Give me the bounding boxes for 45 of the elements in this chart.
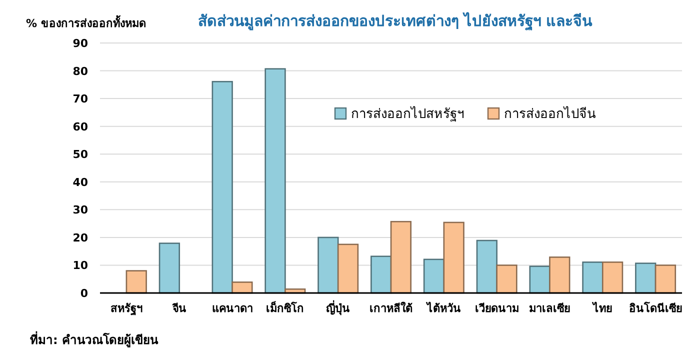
bar bbox=[126, 270, 147, 294]
x-tick-label: มาเลเซีย bbox=[529, 302, 570, 315]
bar bbox=[582, 262, 604, 294]
bar bbox=[232, 282, 253, 294]
y-tick-label: 40 bbox=[72, 176, 88, 189]
x-tick-label: เวียดนาม bbox=[474, 302, 519, 315]
bar bbox=[549, 256, 570, 294]
y-tick-label: 70 bbox=[72, 92, 88, 106]
y-tick-label: 0 bbox=[80, 287, 88, 300]
bar bbox=[476, 240, 498, 294]
bar bbox=[337, 244, 359, 294]
bar bbox=[443, 222, 464, 294]
x-tick-label: สหรัฐฯ bbox=[110, 302, 142, 316]
bar bbox=[158, 242, 180, 294]
bar bbox=[370, 256, 392, 294]
y-axis-title: % ของการส่งออกทั้งหมด bbox=[26, 15, 146, 30]
bar bbox=[212, 80, 233, 294]
bar bbox=[496, 264, 518, 294]
x-tick-label: ไทย bbox=[591, 301, 612, 315]
bar bbox=[390, 220, 412, 294]
y-tick-label: 50 bbox=[72, 148, 88, 162]
bar bbox=[529, 266, 550, 294]
x-tick-label: ญี่ปุ่น bbox=[326, 300, 350, 316]
y-tick-label: 10 bbox=[72, 259, 88, 272]
legend-label: การส่งออกไปจีน bbox=[504, 106, 596, 122]
chart-title: สัดส่วนมูลค่าการส่งออกของประเทศต่างๆ ไปยังสหรัฐฯ และจีน bbox=[198, 11, 594, 31]
y-tick-label: 20 bbox=[72, 231, 88, 244]
bar bbox=[635, 262, 656, 294]
bar bbox=[264, 68, 286, 294]
y-tick-label: 60 bbox=[72, 120, 88, 134]
x-tick-label: จีน bbox=[171, 302, 186, 315]
y-tick-label: 30 bbox=[72, 204, 88, 217]
y-tick-label: 90 bbox=[72, 37, 88, 50]
bar bbox=[654, 264, 676, 294]
legend-label: การส่งออกไปสหรัฐฯ bbox=[351, 106, 464, 122]
y-tick-label: 80 bbox=[72, 64, 88, 78]
x-tick-label: ไต้หวัน bbox=[424, 301, 461, 315]
text: ที่มา: คำนวณโดยผู้เขียน bbox=[30, 331, 159, 348]
x-tick-label: เกาหลีใต้ bbox=[370, 301, 412, 315]
bar bbox=[423, 258, 445, 294]
x-tick-label: เม็กซิโก bbox=[266, 301, 304, 315]
x-tick-label: อินโดนีเซีย bbox=[629, 301, 682, 315]
x-tick-label: แคนาดา bbox=[212, 302, 253, 315]
bar bbox=[602, 262, 624, 294]
bar bbox=[318, 236, 339, 294]
